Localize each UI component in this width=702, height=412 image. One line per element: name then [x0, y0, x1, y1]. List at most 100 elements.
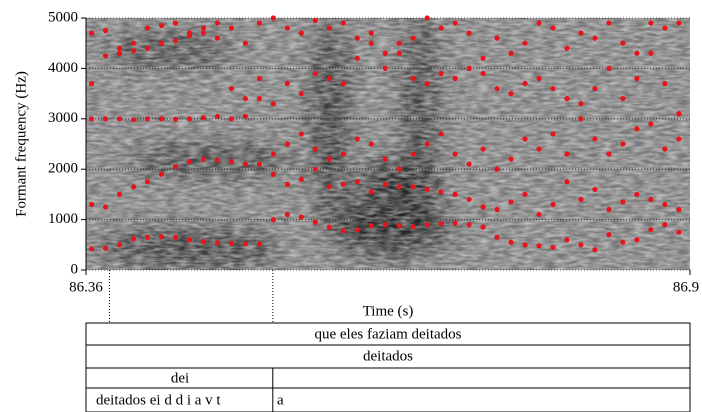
formant-point: [606, 206, 612, 213]
formant-point: [130, 48, 137, 54]
tier-label: deitados: [363, 348, 413, 364]
formant-point: [102, 116, 109, 122]
formant-point: [270, 15, 276, 21]
formant-point: [522, 40, 528, 46]
formant-point: [536, 243, 542, 249]
formant-point: [368, 40, 374, 46]
formant-point: [368, 30, 374, 36]
formant-point: [424, 222, 430, 228]
formant-point: [242, 96, 248, 102]
formant-point: [242, 40, 248, 46]
y-tick-label: 4000: [48, 60, 78, 76]
formant-point: [102, 53, 109, 59]
formant-point: [214, 240, 221, 246]
formant-point: [662, 146, 668, 152]
formant-point: [564, 151, 570, 157]
formant-point: [494, 35, 500, 41]
formant-point: [102, 204, 109, 210]
formant-point: [396, 40, 402, 46]
formant-point: [172, 234, 179, 240]
formant-point: [592, 85, 598, 92]
formant-point: [480, 204, 486, 210]
formant-point: [508, 156, 514, 162]
formant-point: [508, 50, 514, 56]
y-tick-label: 2000: [48, 161, 78, 177]
y-tick-label: 3000: [48, 110, 78, 126]
formant-point: [298, 131, 304, 137]
formant-point: [508, 239, 514, 245]
formant-point: [186, 159, 193, 165]
formant-point: [200, 115, 207, 121]
formant-point: [606, 65, 612, 71]
y-axis-label: Formant frequency (Hz): [13, 71, 29, 217]
formant-point: [662, 222, 668, 228]
formant-point: [648, 227, 654, 233]
formant-point: [284, 141, 290, 147]
formant-point: [242, 161, 248, 167]
formant-point: [130, 117, 137, 123]
formant-point: [228, 240, 235, 246]
formant-point: [424, 186, 430, 192]
formant-point: [648, 50, 654, 56]
formant-point: [536, 75, 542, 82]
formant-point: [592, 35, 598, 41]
tier-box: [85, 387, 691, 412]
formant-point: [438, 25, 444, 31]
formant-point: [382, 65, 388, 71]
formant-point: [326, 184, 332, 190]
tier-label: deitados ei d d i a v t: [96, 392, 221, 408]
formant-point: [354, 227, 360, 233]
formant-point: [158, 171, 165, 177]
formant-point: [578, 30, 584, 36]
x-tick-label: 86.9: [673, 279, 699, 295]
formant-point: [172, 116, 179, 122]
tier-label: dei: [171, 370, 189, 386]
formant-point: [354, 55, 360, 61]
formant-point: [340, 20, 346, 26]
formant-point: [340, 228, 346, 234]
formant-point: [116, 116, 123, 122]
formant-point: [158, 116, 165, 122]
formant-point: [200, 156, 207, 162]
formant-point: [116, 191, 123, 197]
formant-point: [634, 126, 640, 132]
formant-point: [480, 55, 486, 61]
formant-point: [410, 151, 416, 157]
formant-point: [340, 181, 346, 187]
formant-point: [550, 25, 556, 31]
formant-point: [620, 239, 626, 245]
formant-point: [550, 85, 556, 92]
formant-point: [326, 224, 332, 230]
formant-point: [578, 116, 584, 122]
formant-point: [200, 25, 207, 31]
tiers: [85, 322, 691, 412]
formant-point: [536, 211, 542, 218]
formant-point: [116, 45, 123, 51]
formant-point: [396, 184, 402, 190]
formant-point: [382, 156, 388, 162]
formant-point: [312, 70, 318, 77]
formant-point: [158, 234, 165, 240]
formant-point: [606, 151, 612, 157]
formant-point: [648, 196, 654, 203]
formant-point: [256, 20, 262, 26]
formant-point: [172, 38, 179, 44]
formant-point: [578, 196, 584, 203]
formant-point: [522, 136, 528, 142]
formant-point: [144, 116, 151, 122]
formant-point: [368, 189, 374, 195]
formant-point: [410, 75, 416, 82]
formant-point: [466, 30, 472, 36]
formant-point: [620, 199, 626, 205]
formant-point: [284, 181, 290, 187]
formant-point: [676, 206, 682, 213]
formant-point: [186, 237, 193, 243]
formant-point: [130, 40, 137, 46]
formant-point: [102, 245, 109, 251]
formant-point: [648, 20, 654, 26]
formant-point: [606, 20, 612, 26]
formant-point: [256, 96, 262, 102]
formant-point: [214, 113, 221, 119]
formant-point: [242, 113, 248, 119]
